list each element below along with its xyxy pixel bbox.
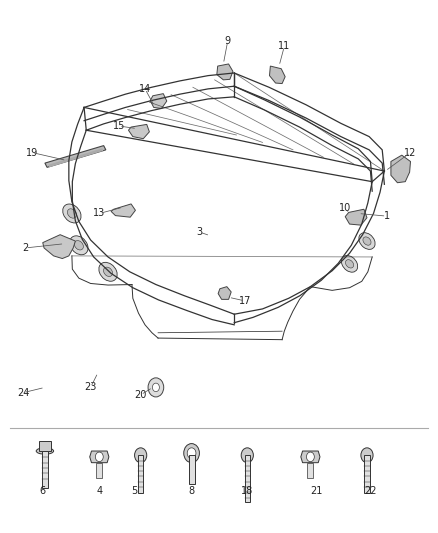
Text: 23: 23 (85, 382, 97, 392)
Ellipse shape (74, 240, 83, 250)
Text: 2: 2 (22, 243, 28, 253)
Text: 3: 3 (196, 227, 202, 237)
Bar (42, 451, 48, 488)
Text: 12: 12 (404, 148, 417, 158)
Text: 17: 17 (239, 296, 251, 306)
Ellipse shape (346, 260, 353, 268)
Text: 20: 20 (134, 390, 147, 400)
Ellipse shape (99, 262, 117, 281)
Text: 18: 18 (241, 486, 254, 496)
Ellipse shape (63, 204, 81, 223)
Circle shape (148, 378, 164, 397)
Polygon shape (48, 148, 103, 167)
Text: 19: 19 (26, 148, 38, 158)
Polygon shape (43, 235, 75, 259)
Polygon shape (90, 451, 109, 463)
Text: 6: 6 (40, 486, 46, 496)
Text: 15: 15 (113, 121, 125, 131)
Text: 22: 22 (364, 486, 377, 496)
Bar (138, 455, 143, 494)
Text: 11: 11 (278, 42, 290, 52)
Bar (188, 455, 194, 484)
Polygon shape (45, 146, 106, 167)
Bar (96, 463, 102, 478)
Circle shape (134, 448, 147, 463)
Ellipse shape (359, 233, 375, 249)
Ellipse shape (36, 448, 53, 454)
Circle shape (95, 452, 103, 462)
Bar (245, 455, 250, 503)
Text: 13: 13 (93, 208, 106, 219)
Circle shape (307, 452, 314, 462)
Polygon shape (269, 66, 285, 84)
Circle shape (187, 448, 196, 458)
Circle shape (241, 448, 253, 463)
Text: 24: 24 (17, 387, 29, 398)
Bar (39, 441, 51, 451)
Text: 21: 21 (311, 486, 323, 496)
Ellipse shape (70, 236, 88, 255)
Polygon shape (128, 124, 149, 139)
Ellipse shape (67, 209, 76, 218)
Text: 10: 10 (339, 203, 351, 213)
Bar (307, 463, 314, 478)
Polygon shape (111, 204, 135, 217)
Text: 4: 4 (96, 486, 102, 496)
Polygon shape (345, 209, 367, 225)
Text: 1: 1 (384, 211, 390, 221)
Circle shape (184, 443, 199, 463)
Ellipse shape (103, 267, 113, 277)
Text: 9: 9 (225, 36, 231, 46)
Ellipse shape (342, 255, 358, 272)
Ellipse shape (363, 237, 371, 245)
Text: 14: 14 (139, 84, 151, 94)
Circle shape (361, 448, 373, 463)
Circle shape (152, 383, 159, 392)
Text: 5: 5 (131, 486, 137, 496)
Text: 8: 8 (188, 486, 194, 496)
Polygon shape (301, 451, 320, 463)
Polygon shape (217, 64, 233, 80)
Bar (364, 455, 370, 494)
Polygon shape (150, 94, 167, 109)
Polygon shape (391, 155, 410, 183)
Polygon shape (218, 287, 231, 300)
